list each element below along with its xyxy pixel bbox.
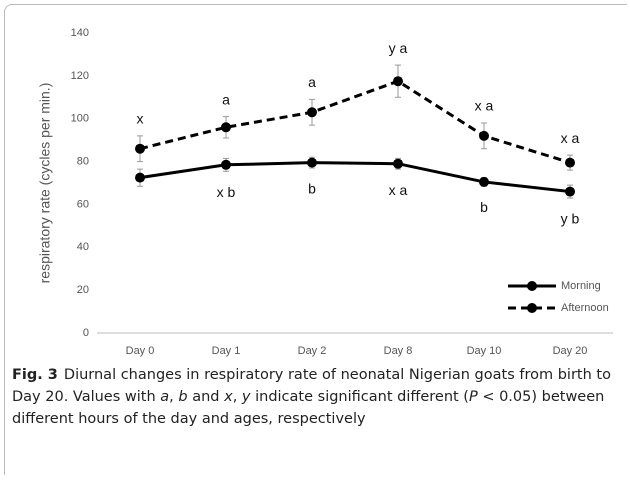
annotation: a [308,74,316,90]
marker [565,157,575,168]
marker [221,122,231,133]
legend-marker [527,303,537,313]
annotation: x b [217,184,236,200]
chart: respiratory rate (cycles per min.) 0 20 40… [37,27,613,357]
annotation: y b [561,211,580,227]
x-tick-label: Day 1 [212,345,241,357]
y-tick-label: 80 [77,155,89,167]
caption-text: , [232,389,242,405]
caption-text: indicate significant different ( [250,389,469,405]
x-tick-label: Day 0 [126,345,155,357]
legend-label: Morning [561,280,601,292]
y-tick-label: 20 [77,284,89,296]
caption-text: y [241,389,251,405]
y-axis-label: respiratory rate (cycles per min.) [37,83,53,284]
figure-frame [4,4,627,475]
annotation: b [480,199,488,215]
series-line [139,79,571,165]
legend-marker [527,281,537,291]
marker [393,158,403,169]
marker [221,159,231,170]
caption: Fig. 3 Diurnal changes in respiratory rat… [12,364,622,430]
marker [565,186,575,197]
caption-text: and [187,389,225,405]
marker [393,76,403,87]
marker [135,143,145,154]
annotation: x a [475,98,494,114]
marker [307,107,317,118]
x-tick-label: Day 20 [553,345,588,357]
caption-text: a [160,389,170,405]
x-tick-label: Day 8 [384,345,413,357]
y-tick-label: 60 [77,198,89,210]
marker [307,157,317,168]
x-tick-label: Day 10 [467,345,502,357]
annotation: b [308,181,316,197]
caption-text: Diurnal changes in respiratory rate of n… [12,367,611,405]
marker [479,176,489,187]
y-tick-label: 40 [77,241,89,253]
y-tick-label: 120 [71,70,89,82]
caption-text: x [224,389,233,405]
marker [479,130,489,141]
caption-text: < 0.05) between different hours of the d… [12,389,605,427]
marker [135,172,145,183]
legend-label: Afternoon [561,302,609,314]
x-tick-label: Day 2 [298,345,327,357]
annotation: y a [389,40,408,56]
annotation: x a [561,130,580,146]
caption-text: , [169,389,179,405]
annotation: x [137,111,144,127]
y-tick-label: 0 [83,327,89,339]
caption-text: P [468,389,478,405]
annotation: x a [389,182,408,198]
caption-label: Fig. 3 [12,367,58,383]
series-line [139,161,571,194]
annotation: a [222,91,230,107]
caption-text: b [178,389,188,405]
y-tick-label: 100 [71,113,89,125]
y-tick-label: 140 [71,27,89,39]
